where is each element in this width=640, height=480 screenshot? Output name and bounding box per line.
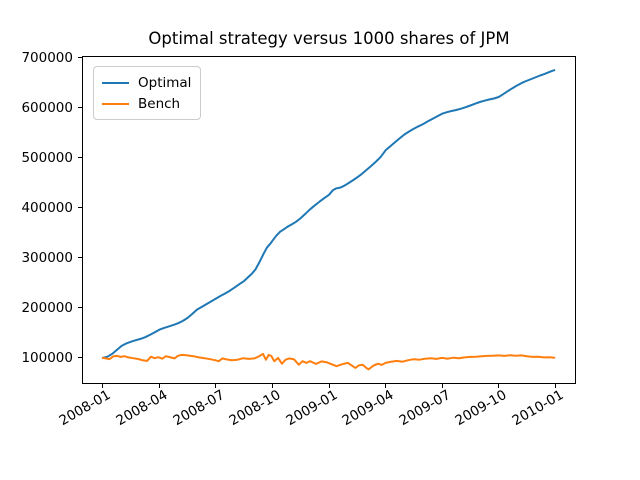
y-tick-mark	[78, 157, 82, 159]
series-line-bench	[101, 352, 556, 371]
y-tick-label: 500000	[21, 149, 73, 166]
x-tick-label: 2009-01	[283, 387, 340, 430]
x-tick-label: 2010-01	[509, 387, 567, 430]
legend-sample-line	[102, 81, 129, 84]
y-tick-mark	[78, 307, 82, 309]
x-tick-mark	[271, 384, 273, 388]
x-tick-mark	[498, 384, 500, 388]
x-tick-label: 2008-10	[226, 387, 284, 430]
y-tick-mark	[78, 357, 82, 359]
y-tick-label: 700000	[21, 49, 73, 66]
y-tick-label: 100000	[21, 349, 73, 366]
y-tick-label: 200000	[21, 299, 73, 316]
y-tick-mark	[78, 57, 82, 59]
x-tick-mark	[328, 384, 330, 388]
chart-title: Optimal strategy versus 1000 shares of J…	[148, 29, 510, 48]
x-tick-mark	[385, 384, 387, 388]
legend-label: Bench	[138, 95, 181, 112]
x-tick-mark	[102, 384, 104, 388]
plot-area: Optimal Bench	[82, 56, 576, 384]
x-tick-mark	[158, 384, 160, 388]
x-tick-label: 2009-04	[339, 387, 397, 430]
x-tick-label: 2008-04	[113, 387, 171, 430]
legend: Optimal Bench	[93, 66, 202, 120]
y-tick-mark	[78, 107, 82, 109]
y-tick-mark	[78, 207, 82, 209]
legend-label: Optimal	[138, 74, 192, 91]
y-tick-label: 400000	[21, 199, 73, 216]
series-line-optimal	[101, 69, 556, 359]
legend-entry-optimal: Optimal	[102, 72, 191, 93]
legend-entry-bench: Bench	[102, 93, 191, 114]
x-tick-mark	[215, 384, 217, 388]
plot-svg	[101, 69, 556, 371]
y-tick-mark	[78, 257, 82, 259]
x-tick-label: 2009-10	[452, 387, 510, 430]
y-tick-label: 300000	[21, 249, 73, 266]
x-tick-mark	[554, 384, 556, 388]
x-tick-label: 2008-01	[56, 387, 114, 430]
y-tick-label: 600000	[21, 99, 73, 116]
x-tick-label: 2008-07	[170, 387, 227, 430]
x-tick-label: 2009-07	[396, 387, 454, 430]
legend-sample-line	[102, 102, 129, 105]
x-tick-mark	[441, 384, 443, 388]
